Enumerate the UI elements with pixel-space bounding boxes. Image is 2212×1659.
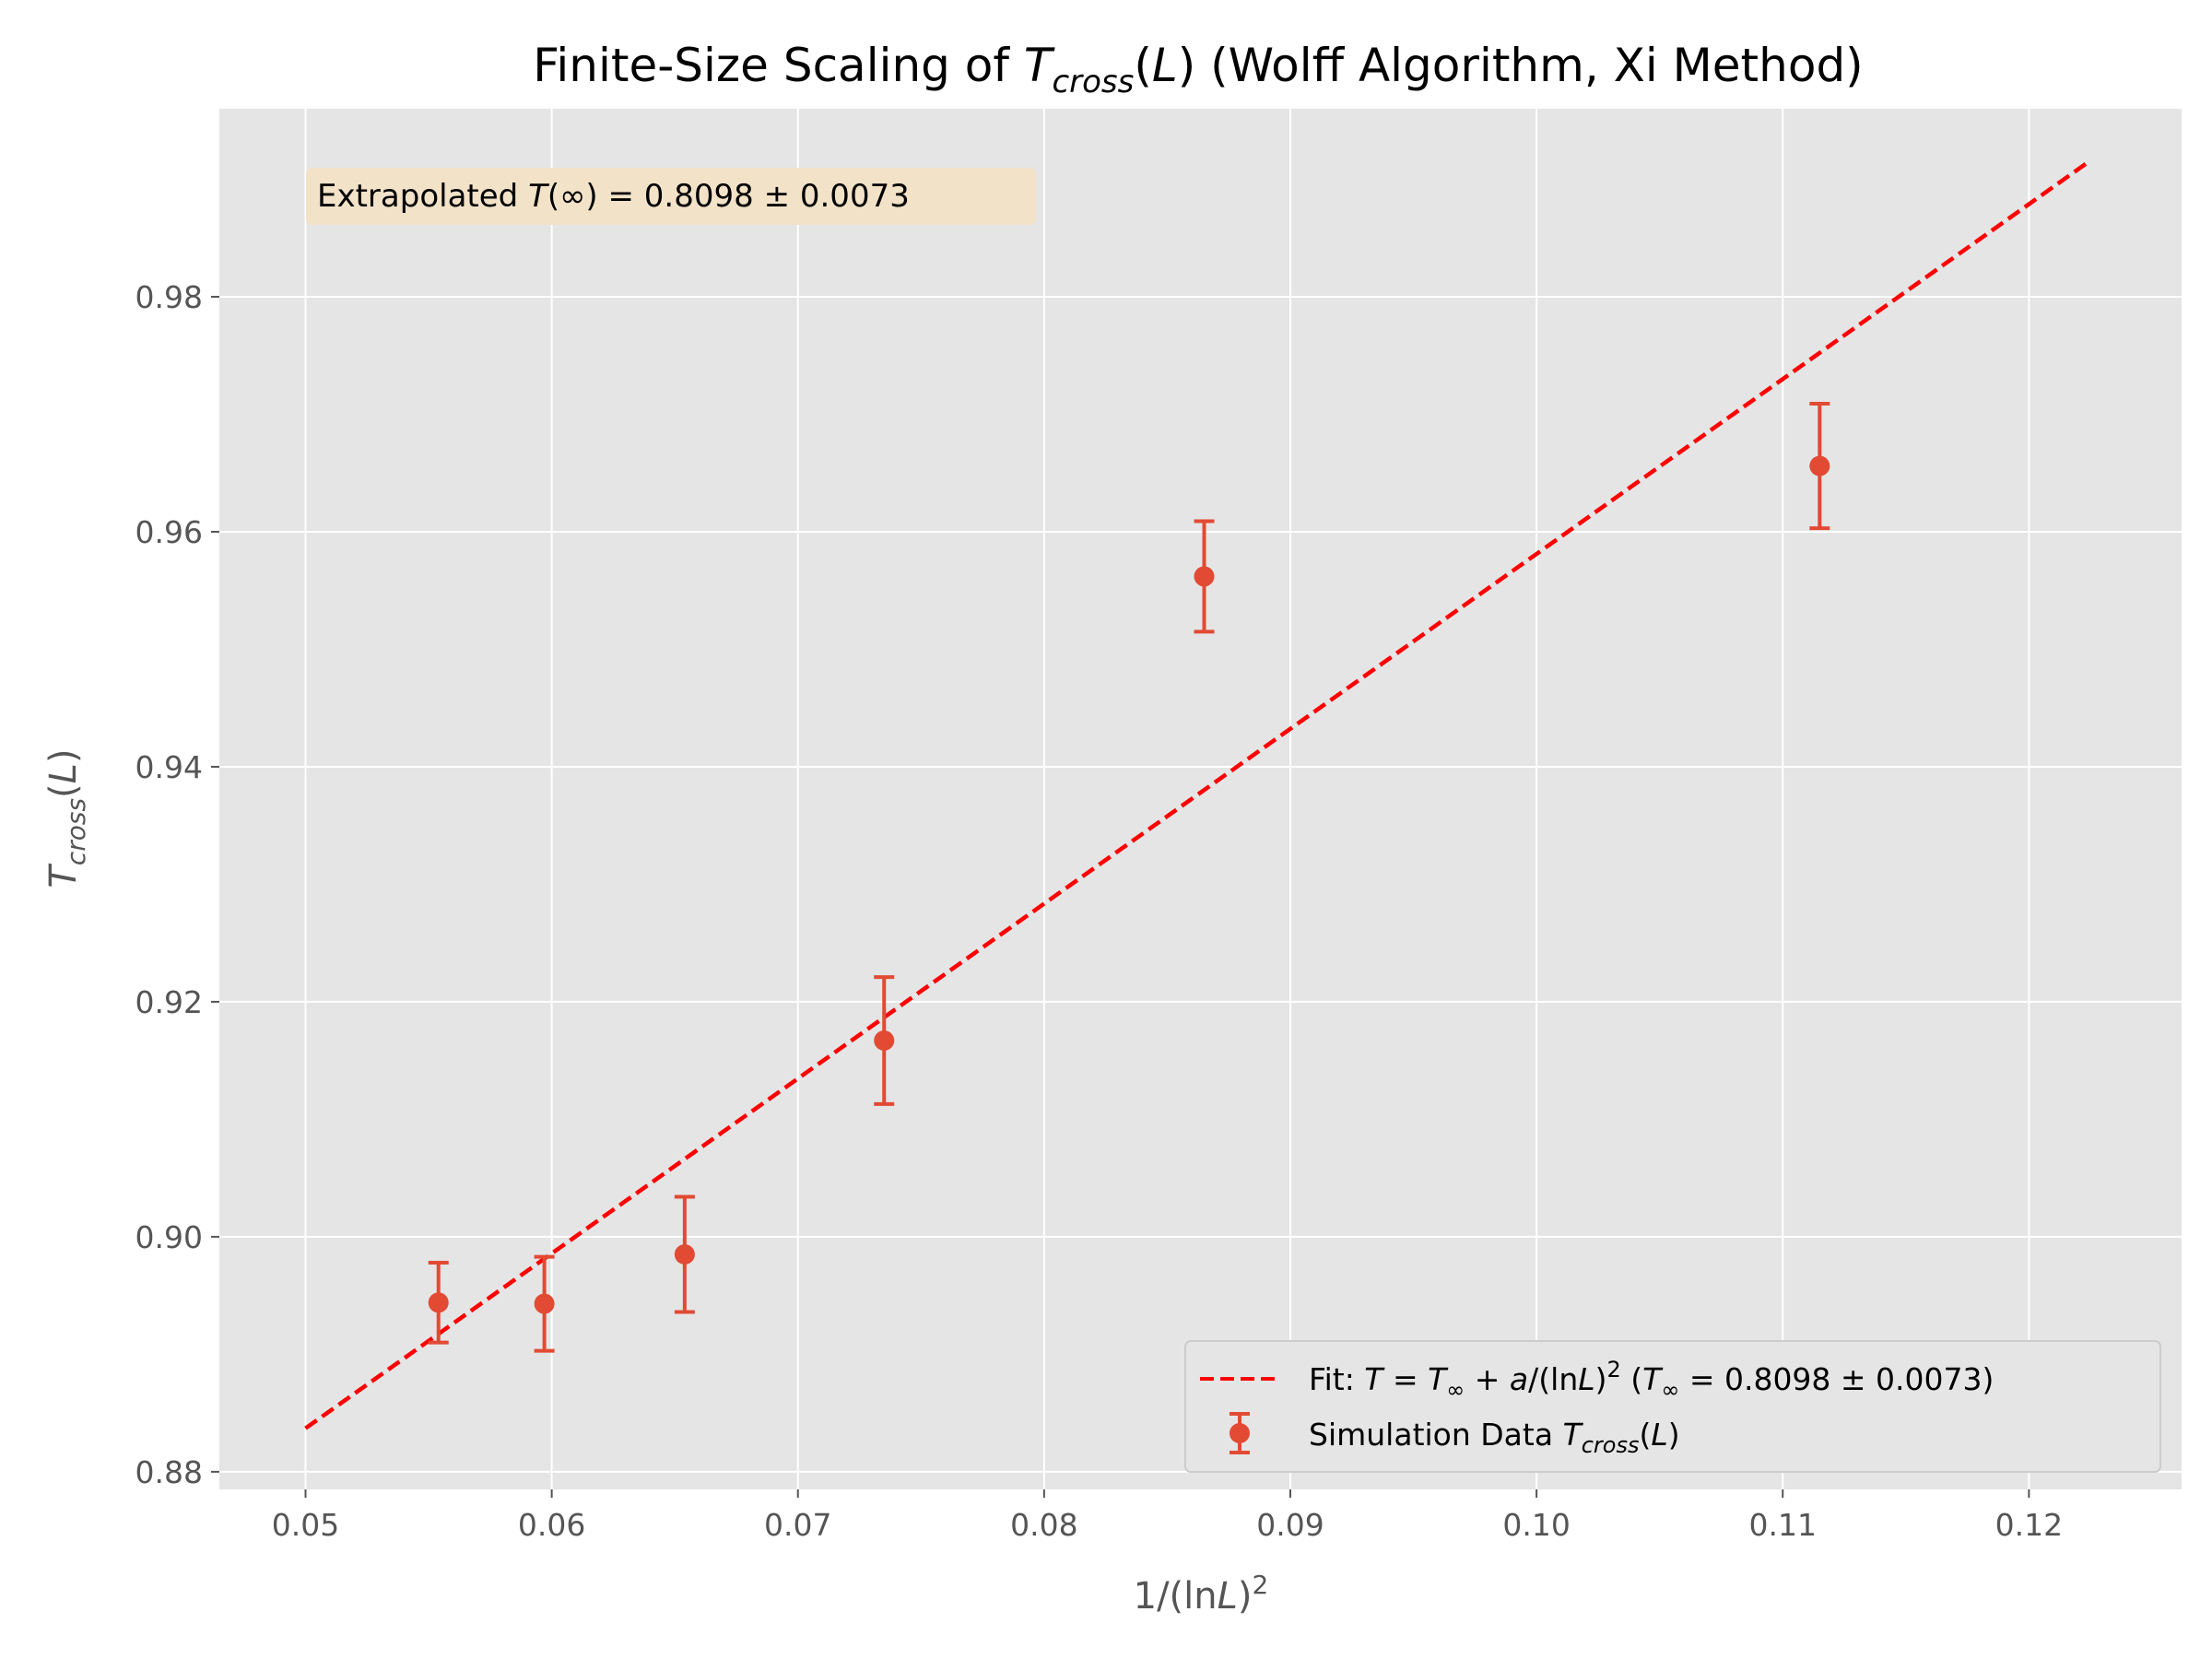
- data-point: [674, 1194, 695, 1314]
- data-point: [874, 975, 895, 1106]
- legend-data-marker: [1230, 1423, 1250, 1443]
- y-tick-label: 0.90: [135, 1219, 203, 1255]
- legend-box: [1184, 1340, 2161, 1473]
- legend-data-swatch: [1230, 1412, 1250, 1454]
- data-point: [1194, 519, 1215, 634]
- legend: Fit: T = T∞ + a/(lnL)2 (T∞ = 0.8098 ± 0.…: [1184, 1340, 2161, 1473]
- legend-data-label: Simulation Data Tcross(L): [1309, 1417, 1680, 1458]
- x-tick-label: 0.09: [1256, 1507, 1324, 1543]
- x-tick-label: 0.05: [272, 1507, 339, 1543]
- axis-ticks: 0.05 0.06 0.07 0.08 0.09 0.10 0.11 0.12 0.88 0.90…: [135, 279, 2064, 1543]
- annotation-box: [306, 168, 1036, 225]
- data-marker: [674, 1244, 695, 1265]
- data-marker: [534, 1293, 555, 1314]
- y-tick-label: 0.92: [135, 984, 203, 1020]
- data-points-layer: [428, 401, 1830, 1353]
- data-marker: [428, 1292, 449, 1313]
- y-tick-label: 0.88: [135, 1454, 203, 1490]
- x-tick-label: 0.06: [518, 1507, 585, 1543]
- x-tick-label: 0.07: [764, 1507, 831, 1543]
- y-tick-label: 0.96: [135, 514, 203, 550]
- data-point: [1809, 401, 1830, 531]
- x-tick-label: 0.10: [1502, 1507, 1570, 1543]
- y-tick-label: 0.98: [135, 279, 203, 315]
- legend-fit-label: Fit: T = T∞ + a/(lnL)2 (T∞ = 0.8098 ± 0.…: [1309, 1357, 1994, 1403]
- extrapolation-annotation: Extrapolated T(∞) = 0.8098 ± 0.0073: [306, 168, 1036, 225]
- chart-title: Finite-Size Scaling of Tcross(L) (Wolff …: [533, 39, 1863, 100]
- x-axis-label: 1/(lnL)2: [1134, 1570, 1269, 1618]
- data-marker: [1194, 566, 1215, 587]
- x-tick-label: 0.11: [1749, 1507, 1817, 1543]
- grid: [219, 109, 2182, 1489]
- data-marker: [874, 1030, 895, 1051]
- data-point: [428, 1260, 449, 1345]
- x-tick-label: 0.12: [1995, 1507, 2063, 1543]
- data-point: [534, 1254, 555, 1353]
- annotation-text: Extrapolated T(∞) = 0.8098 ± 0.0073: [317, 178, 910, 215]
- y-axis-label: Tcross(L): [42, 748, 91, 888]
- y-tick-label: 0.94: [135, 749, 203, 785]
- data-marker: [1809, 455, 1830, 477]
- x-tick-label: 0.08: [1010, 1507, 1077, 1543]
